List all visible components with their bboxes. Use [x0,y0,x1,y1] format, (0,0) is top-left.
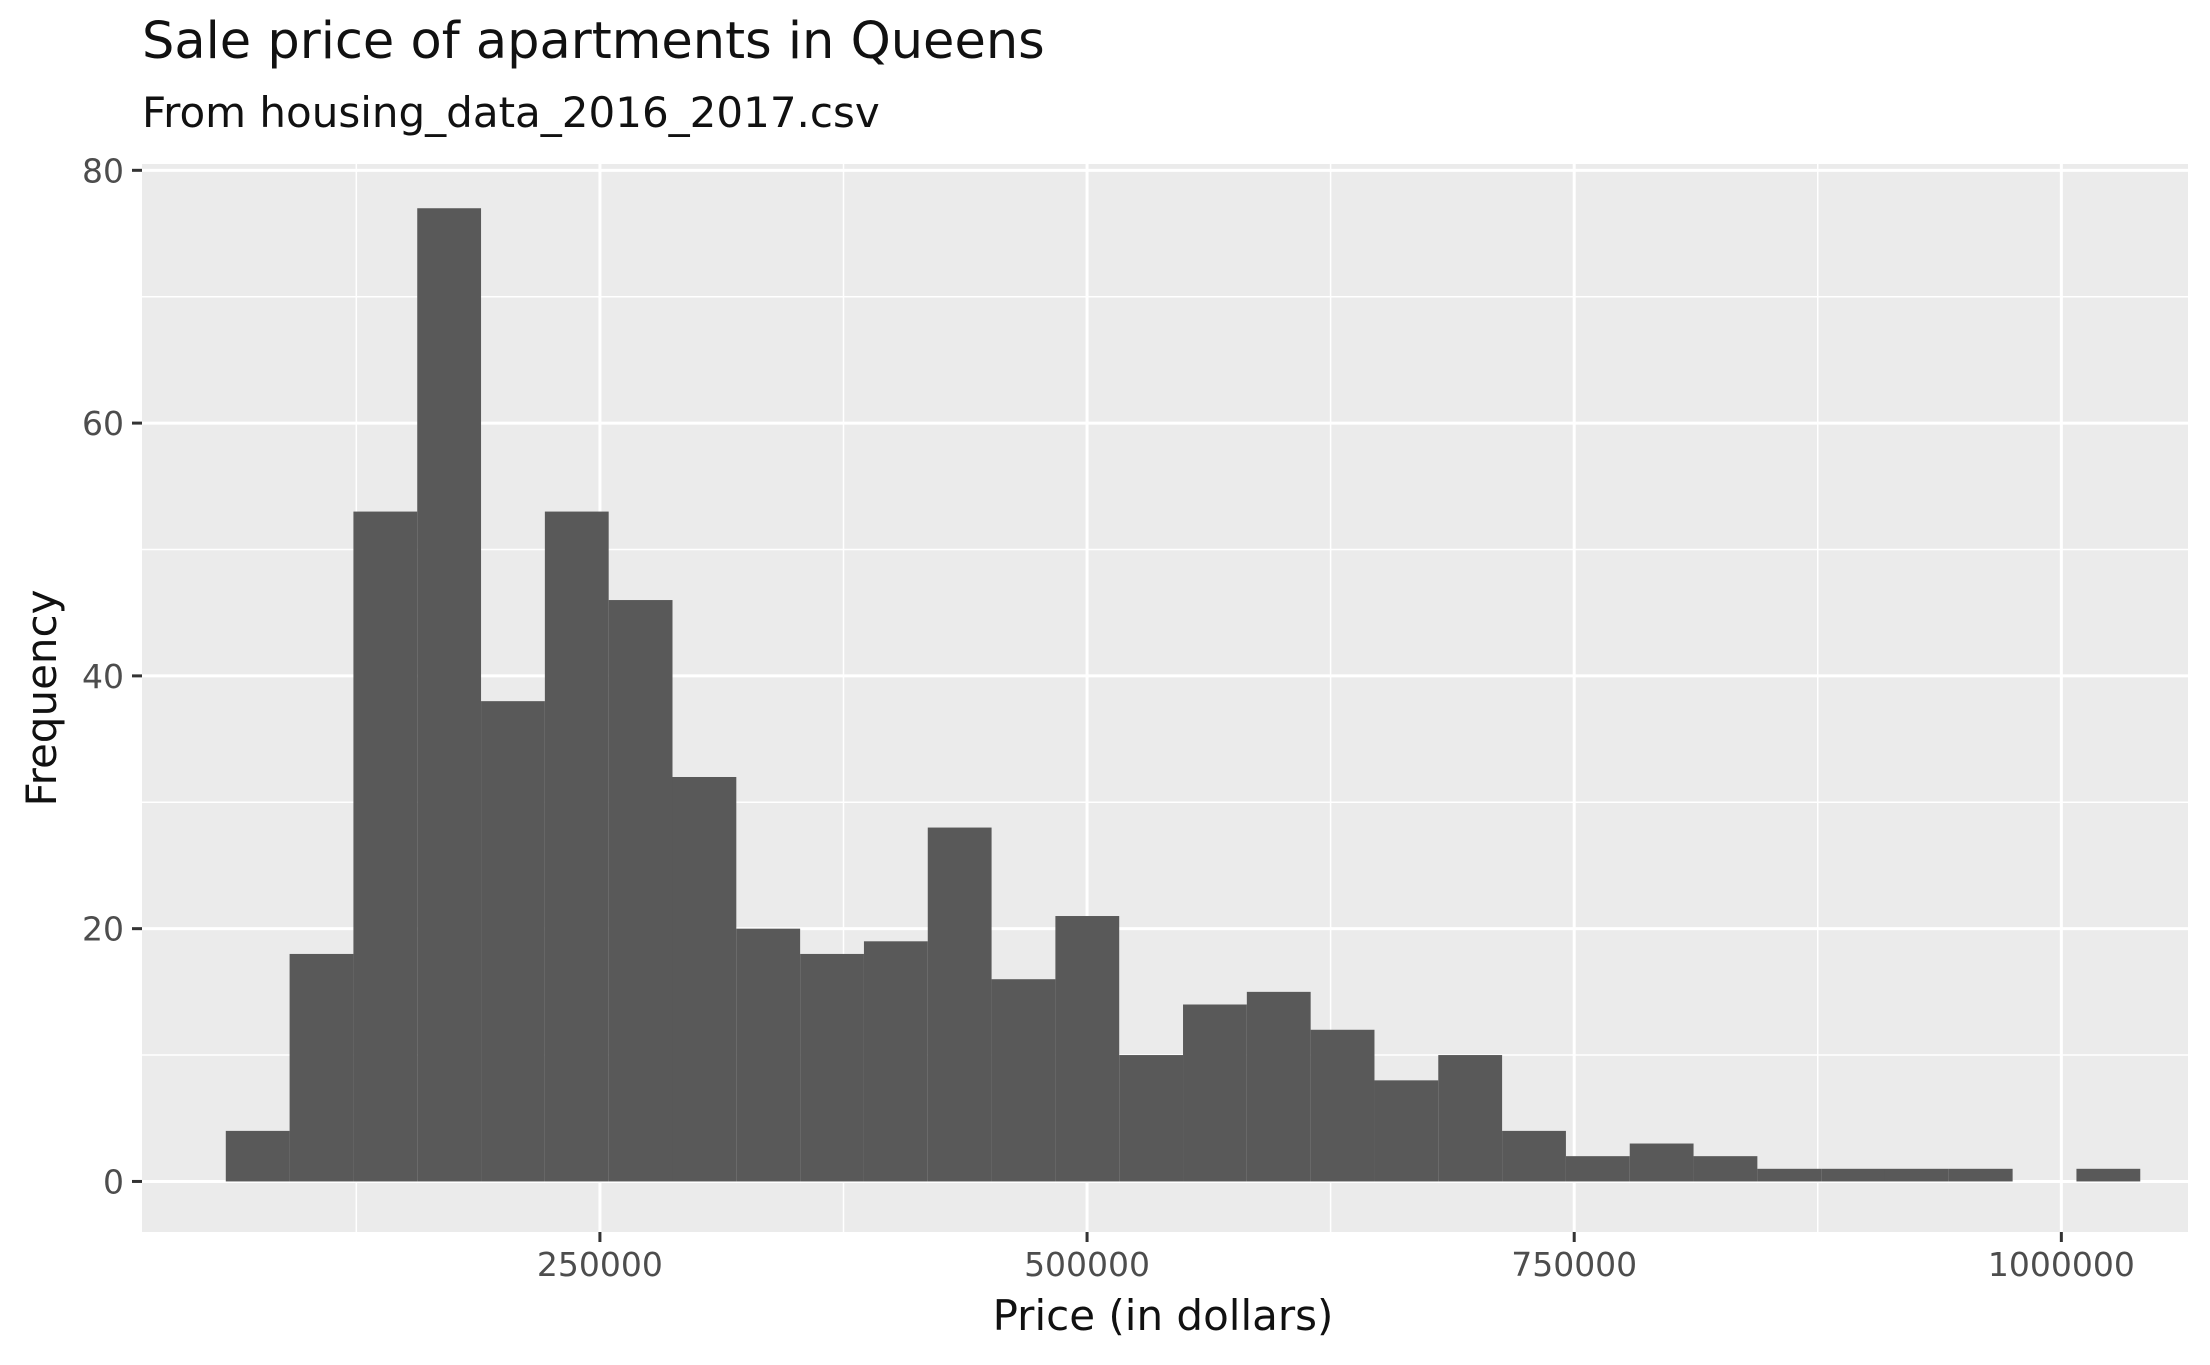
histogram-bar [1565,1156,1630,1182]
histogram-bar [2076,1168,2141,1182]
y-tick-label: 0 [103,1162,124,1201]
x-tick-label: 750000 [1511,1245,1637,1284]
histogram-bar [736,928,801,1182]
histogram-bar [927,827,992,1182]
histogram-bar [1502,1130,1566,1182]
histogram-bar [289,953,354,1182]
histogram-bar [991,979,1056,1182]
histogram-bar [353,511,418,1182]
x-tick-label: 1000000 [1988,1245,2135,1284]
x-tick-label: 500000 [1024,1245,1150,1284]
chart-subtitle: From housing_data_2016_2017.csv [142,88,880,137]
histogram-bar [863,941,928,1182]
histogram-bar [608,600,673,1182]
histogram-bar [1629,1143,1694,1182]
histogram-bar [1310,1029,1375,1182]
histogram-bar [225,1130,290,1182]
histogram-bar [1884,1168,1949,1182]
x-tick-label: 250000 [537,1245,663,1284]
histogram-bar [1055,916,1120,1182]
y-tick-label: 20 [82,910,124,949]
y-tick-label: 40 [82,657,124,696]
histogram-bar [544,511,609,1182]
histogram-bar [800,953,864,1182]
histogram-bar [1374,1080,1439,1182]
histogram-bar [1693,1156,1758,1182]
histogram-bar [1246,991,1311,1182]
histogram-bar [672,776,737,1182]
histogram-bar [417,208,482,1182]
histogram-bar [1948,1168,2013,1182]
y-axis-title: Frequency [17,590,66,807]
histogram-bar [1821,1168,1885,1182]
chart-title: Sale price of apartments in Queens [142,12,1045,71]
x-axis-title: Price (in dollars) [993,1291,1334,1340]
histogram-bar [1438,1055,1503,1182]
histogram-bar [1183,1004,1247,1182]
y-tick-label: 60 [82,404,124,443]
histogram-bar [1757,1168,1822,1182]
histogram-bar [481,701,545,1182]
y-tick-label: 80 [82,151,124,190]
histogram-bar [1119,1055,1184,1182]
